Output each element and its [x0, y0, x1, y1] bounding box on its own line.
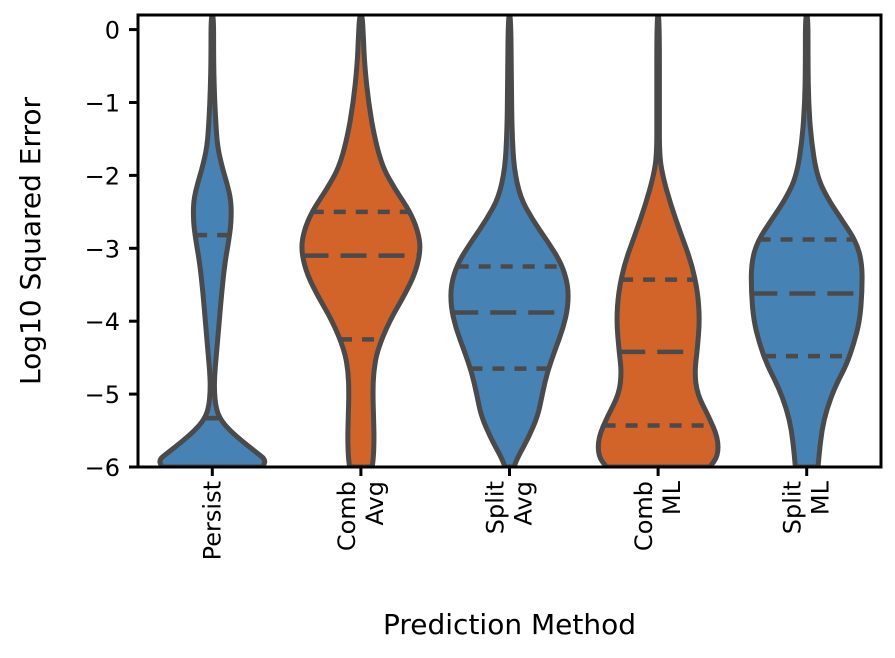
y-tick-label: −5 — [85, 381, 120, 409]
y-tick-label: −6 — [85, 454, 120, 482]
x-tick-label: ML — [807, 480, 835, 515]
y-tick-label: −2 — [85, 162, 120, 190]
x-tick-label: Persist — [198, 481, 226, 560]
y-axis: 0 −1 −2 −3 −4 −5 −6 — [85, 17, 138, 482]
x-tick-label: Comb — [333, 481, 361, 551]
violin-4 — [595, 15, 721, 467]
x-tick-label: Comb — [630, 481, 658, 551]
x-tick-label: Avg — [361, 481, 389, 525]
x-tick-label: Split — [482, 481, 510, 534]
violin-2 — [299, 15, 423, 467]
violins-layer — [157, 15, 865, 467]
y-tick-label: 0 — [105, 17, 120, 45]
x-tick-label: Avg — [510, 481, 538, 525]
y-axis-title: Log10 Squared Error — [14, 96, 47, 385]
x-axis: Persist Comb Avg Split Avg Comb ML Split ML — [198, 467, 835, 560]
y-tick-label: −3 — [85, 235, 120, 263]
y-tick-label: −1 — [85, 89, 120, 117]
x-tick-label: ML — [658, 480, 686, 515]
violin-3 — [448, 15, 571, 467]
violin-1 — [157, 15, 268, 467]
x-axis-title: Prediction Method — [383, 608, 636, 641]
y-tick-label: −4 — [85, 308, 120, 336]
x-tick-label: Split — [779, 481, 807, 534]
